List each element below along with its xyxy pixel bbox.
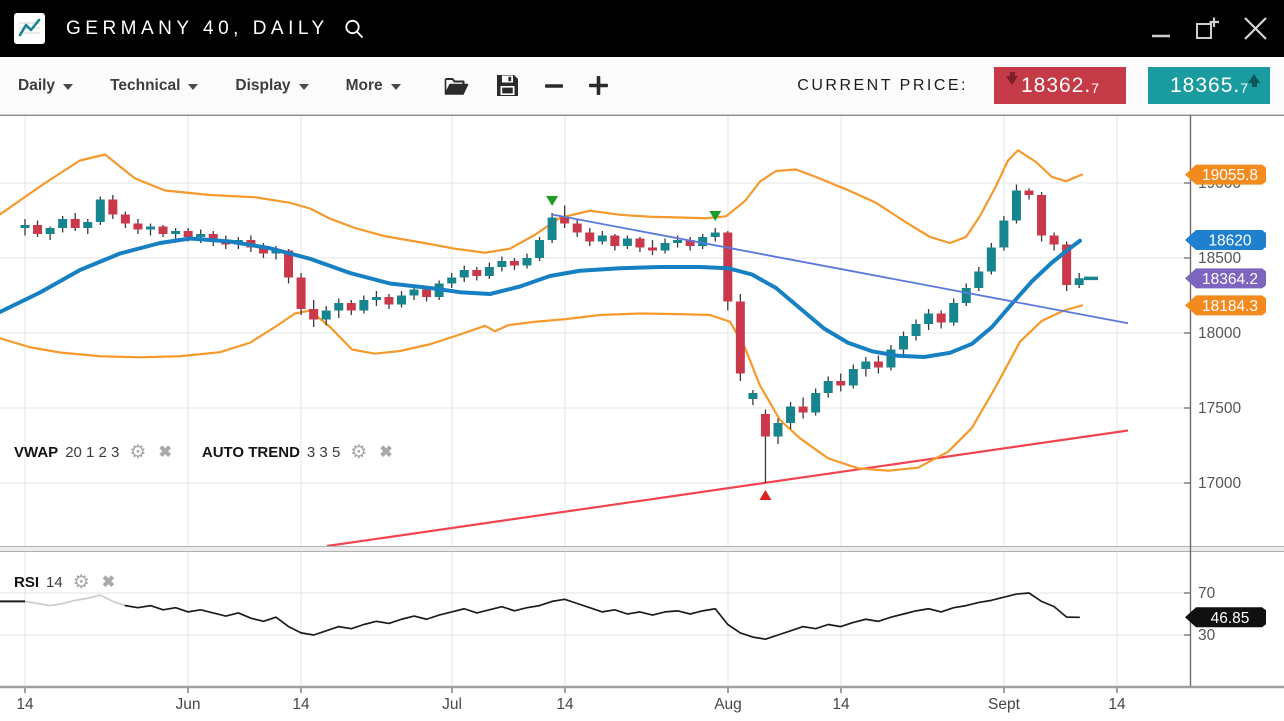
svg-text:17500: 17500	[1198, 400, 1241, 417]
toolbar: Daily Technical Display More	[0, 57, 1284, 115]
titlebar: GERMANY 40, DAILY	[0, 0, 1284, 57]
save-icon[interactable]	[495, 73, 520, 98]
svg-text:14: 14	[832, 696, 850, 713]
svg-text:18500: 18500	[1198, 250, 1241, 267]
sell-price-main: 18362.	[1020, 73, 1092, 97]
svg-text:Jul: Jul	[442, 696, 462, 713]
popout-icon[interactable]	[1194, 16, 1220, 42]
svg-text:18364.2: 18364.2	[1202, 271, 1258, 288]
zoom-out-icon[interactable]	[544, 76, 564, 96]
svg-text:70: 70	[1198, 585, 1216, 602]
svg-text:18620: 18620	[1208, 233, 1251, 250]
svg-text:30: 30	[1198, 627, 1216, 644]
chevron-down-icon	[63, 83, 74, 90]
svg-text:Jun: Jun	[176, 696, 201, 713]
minimize-icon[interactable]	[1151, 17, 1171, 41]
menu-daily-label: Daily	[18, 76, 56, 94]
sell-price-button[interactable]: 18362. 7	[994, 67, 1126, 104]
chevron-down-icon	[298, 83, 309, 90]
svg-text:17000: 17000	[1198, 475, 1241, 492]
menu-daily[interactable]: Daily	[18, 76, 74, 95]
search-icon[interactable]	[342, 17, 366, 41]
rsi-settings-gear-icon[interactable]: ⚙	[72, 572, 90, 593]
sell-price-decimal: 7	[1091, 80, 1100, 96]
auto-trend-params: 3 3 5	[306, 444, 341, 461]
vwap-settings-gear-icon[interactable]: ⚙	[129, 442, 147, 463]
svg-text:Sept: Sept	[988, 696, 1021, 713]
rsi-remove-icon[interactable]: ✖	[101, 573, 116, 591]
open-folder-icon[interactable]	[443, 74, 471, 98]
menu-more[interactable]: More	[346, 77, 401, 95]
indicator-labels: VWAP 20 1 2 3 ⚙ ✖ AUTO TREND 3 3 5 ⚙ ✖	[14, 443, 393, 462]
auto-trend-settings-gear-icon[interactable]: ⚙	[350, 442, 368, 463]
arrow-down-icon	[1006, 72, 1018, 85]
vwap-label: VWAP	[14, 444, 59, 461]
menu-more-label: More	[345, 76, 383, 94]
menu-technical[interactable]: Technical	[110, 76, 199, 95]
svg-text:14: 14	[16, 696, 34, 713]
svg-text:18184.3: 18184.3	[1202, 298, 1258, 315]
current-price-label: CURRENT PRICE:	[797, 76, 968, 94]
rsi-params: 14	[46, 574, 63, 591]
svg-text:14: 14	[556, 696, 574, 713]
close-icon[interactable]	[1243, 16, 1268, 41]
rsi-label-row: RSI 14 ⚙ ✖	[14, 573, 115, 592]
zoom-in-icon[interactable]	[588, 75, 609, 96]
svg-text:46.85: 46.85	[1211, 610, 1250, 627]
svg-text:14: 14	[292, 696, 310, 713]
buy-price-button[interactable]: 18365. 7	[1148, 67, 1270, 104]
svg-text:19055.8: 19055.8	[1202, 167, 1258, 184]
auto-trend-label: AUTO TREND	[201, 444, 300, 461]
rsi-label: RSI	[14, 574, 40, 591]
chevron-down-icon	[390, 83, 401, 90]
svg-text:Aug: Aug	[714, 696, 742, 713]
menu-display[interactable]: Display	[235, 76, 309, 95]
auto-trend-remove-icon[interactable]: ✖	[379, 443, 393, 461]
chevron-down-icon	[188, 83, 199, 90]
window-title: GERMANY 40, DAILY	[66, 17, 329, 39]
vwap-remove-icon[interactable]: ✖	[158, 443, 172, 461]
svg-text:14: 14	[1108, 696, 1126, 713]
arrow-up-icon	[1248, 74, 1260, 87]
menu-display-label: Display	[235, 76, 291, 94]
svg-text:18000: 18000	[1198, 325, 1241, 342]
menu-technical-label: Technical	[110, 76, 181, 94]
buy-price-main: 18365.	[1169, 73, 1241, 97]
buy-price-decimal: 7	[1240, 80, 1249, 96]
vwap-params: 20 1 2 3	[65, 444, 120, 461]
app-logo-icon	[14, 13, 45, 44]
